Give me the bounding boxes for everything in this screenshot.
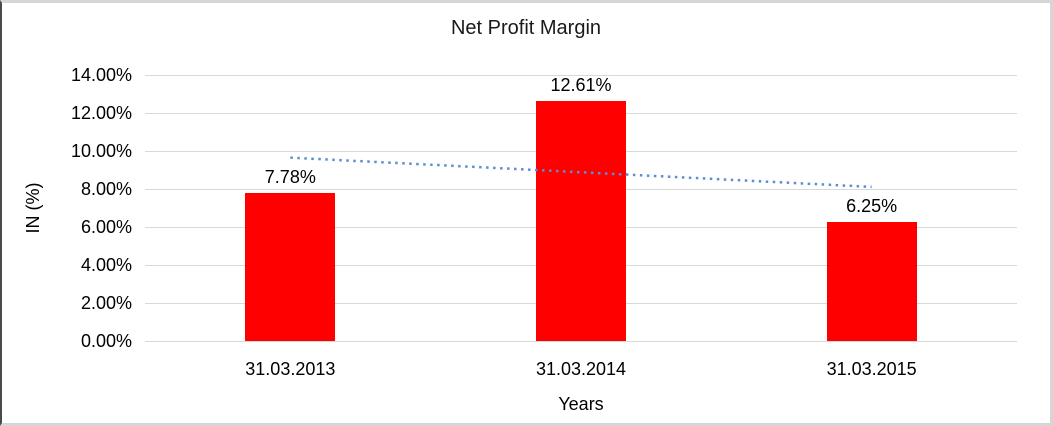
y-tick-label: 10.00% [70, 141, 132, 161]
x-tick-label: 31.03.2014 [535, 359, 627, 379]
y-axis-title: IN (%) [23, 182, 43, 234]
bar-31.03.2014 [536, 101, 626, 341]
y-tick-label: 2.00% [80, 293, 132, 313]
x-axis-title: Years [558, 394, 604, 414]
x-tick-label: 31.03.2015 [826, 359, 917, 379]
x-tick-label: 31.03.2013 [245, 359, 336, 379]
gridline [145, 341, 1017, 342]
y-tick-label: 6.00% [80, 217, 132, 237]
y-tick-label: 4.00% [80, 255, 132, 275]
gridline [145, 75, 1017, 76]
chart-title: Net Profit Margin [450, 17, 602, 39]
data-label: 12.61% [550, 75, 612, 96]
y-tick-label: 8.00% [80, 179, 132, 199]
bar-31.03.2013 [245, 193, 336, 341]
y-tick-label: 0.00% [80, 331, 132, 351]
y-tick-label: 14.00% [70, 65, 132, 85]
bar-31.03.2015 [826, 222, 917, 341]
data-label: 6.25% [846, 196, 898, 217]
data-label: 7.78% [264, 167, 316, 188]
y-tick-label: 12.00% [70, 103, 132, 123]
